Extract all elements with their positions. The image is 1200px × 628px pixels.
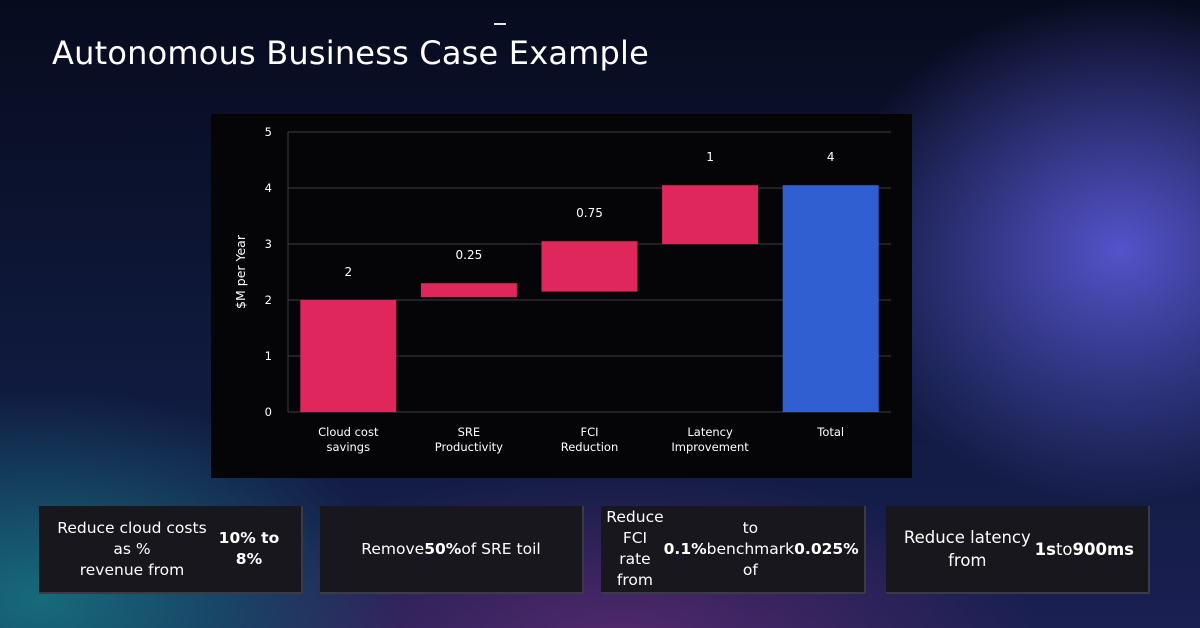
kpi-highlight: 900ms <box>1072 539 1134 559</box>
y-tick-label: 3 <box>265 237 272 251</box>
kpi-highlight: 0.1% <box>663 539 707 558</box>
kpi-highlight: 0.025% <box>794 539 859 558</box>
x-tick-label: Cloud cost <box>318 425 379 439</box>
y-tick-label: 4 <box>265 181 272 195</box>
y-tick-label: 2 <box>265 293 272 307</box>
bar-2 <box>541 241 638 292</box>
x-tick-label: Improvement <box>671 440 749 454</box>
y-tick-label: 5 <box>265 125 272 139</box>
bar-0 <box>300 300 397 412</box>
x-tick-label: Total <box>816 425 844 439</box>
waterfall-chart: 0 1 2 3 4 5 $M per Year 2 Cloud cost savings 0.25 S… <box>211 114 912 478</box>
data-label: 0.75 <box>576 206 603 220</box>
top-dash-decoration <box>494 23 506 25</box>
x-tick-label: Latency <box>687 425 733 439</box>
kpi-highlight: 1s <box>1034 539 1056 559</box>
x-tick-label: Reduction <box>561 440 619 454</box>
kpi-latency: Reduce latency from 1s to 900ms <box>886 506 1150 594</box>
kpi-fci-rate: Reduce FCI rate from 0.1% to benchmark of… <box>601 506 866 594</box>
kpi-cloud-cost: Reduce cloud costs as % revenue from 10% … <box>39 506 303 594</box>
kpi-highlight: 10% to 8% <box>218 529 280 568</box>
data-label: 0.25 <box>456 248 483 262</box>
y-axis-title: $M per Year <box>233 234 248 309</box>
bar-1 <box>420 283 517 298</box>
bar-4 <box>782 185 879 412</box>
bar-3 <box>662 185 759 244</box>
x-tick-label: SRE <box>458 425 481 439</box>
data-label: 1 <box>706 150 714 164</box>
data-label: 4 <box>827 150 835 164</box>
kpi-sre-toil: Remove 50% of SRE toil <box>320 506 584 594</box>
x-tick-label: FCI <box>580 425 598 439</box>
y-tick-label: 0 <box>265 405 272 419</box>
x-tick-label: savings <box>326 440 370 454</box>
kpi-highlight: 50% <box>424 539 462 558</box>
page-title: Autonomous Business Case Example <box>52 34 650 72</box>
y-tick-label: 1 <box>265 349 272 363</box>
data-label: 2 <box>344 265 352 279</box>
x-tick-label: Productivity <box>435 440 503 454</box>
